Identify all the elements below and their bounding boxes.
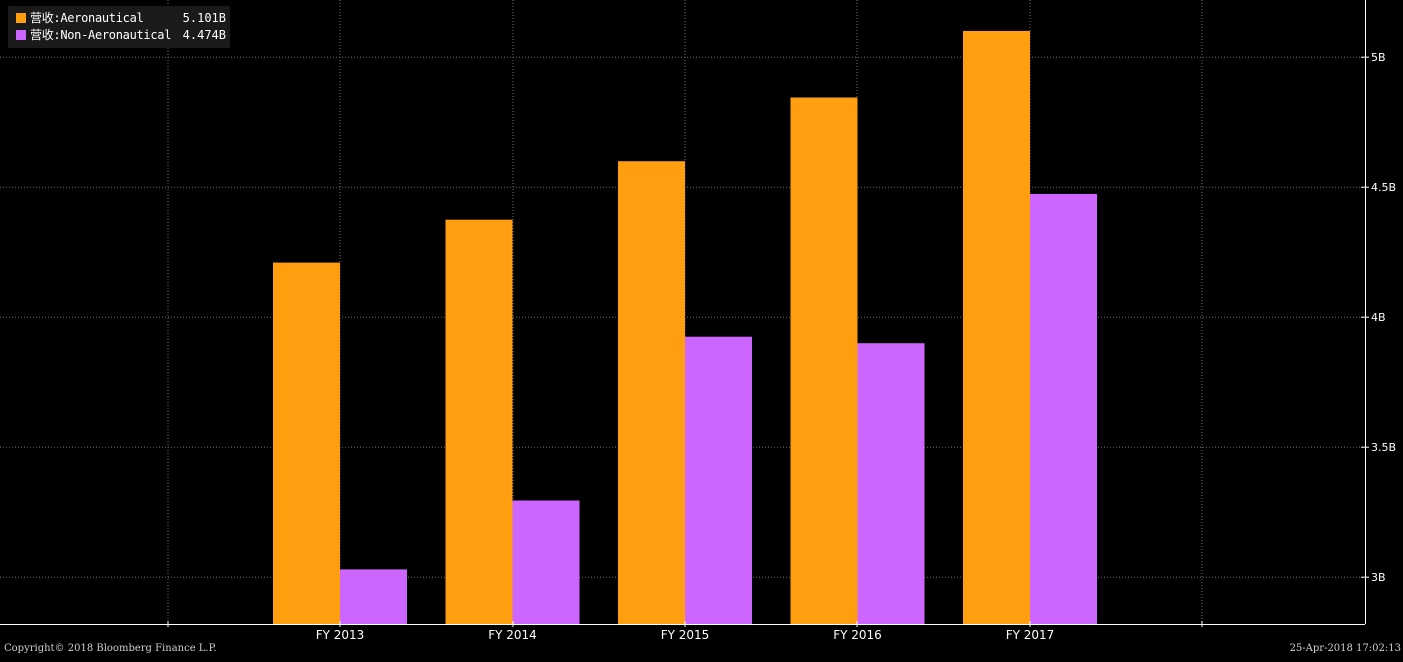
legend-item-non-aeronautical: 营收:Non-Aeronautical 4.474B	[14, 27, 226, 43]
bar-non-aeronautical-0	[340, 569, 407, 624]
legend-label-non-aeronautical: 营收:Non-Aeronautical	[30, 28, 172, 42]
copyright-text: Copyright© 2018 Bloomberg Finance L.P.	[4, 643, 217, 654]
legend-value-aeronautical: 5.101B	[182, 11, 226, 25]
legend-swatch-non-aeronautical	[16, 30, 26, 40]
bar-non-aeronautical-2	[685, 336, 752, 624]
y-tick-label-2: 4B	[1371, 311, 1386, 324]
bar-aeronautical-4	[963, 30, 1030, 624]
legend: 营收:Aeronautical 5.101B 营收:Non-Aeronautic…	[8, 6, 230, 48]
bar-non-aeronautical-1	[512, 500, 580, 624]
legend-item-aeronautical: 营收:Aeronautical 5.101B	[14, 10, 226, 26]
bar-non-aeronautical-3	[857, 343, 925, 624]
y-tick-label-4: 5B	[1371, 51, 1386, 64]
legend-value-non-aeronautical: 4.474B	[182, 28, 226, 42]
x-tick-label-1: FY 2014	[488, 628, 537, 642]
legend-label-aeronautical: 营收:Aeronautical	[30, 11, 144, 25]
y-tick-label-3: 4.5B	[1371, 181, 1396, 194]
x-tick-label-4: FY 2017	[1006, 628, 1055, 642]
bar-aeronautical-0	[273, 262, 340, 624]
bar-aeronautical-1	[445, 219, 513, 624]
bar-aeronautical-2	[618, 161, 685, 624]
x-tick-label-2: FY 2015	[661, 628, 710, 642]
bar-non-aeronautical-4	[1030, 193, 1097, 624]
x-tick-label-0: FY 2013	[316, 628, 365, 642]
x-tick-label-3: FY 2016	[833, 628, 882, 642]
timestamp-text: 25-Apr-2018 17:02:13	[1289, 643, 1401, 654]
y-tick-label-1: 3.5B	[1371, 441, 1396, 454]
bar-aeronautical-3	[790, 97, 858, 624]
legend-swatch-aeronautical	[16, 13, 26, 23]
y-tick-label-0: 3B	[1371, 571, 1386, 584]
